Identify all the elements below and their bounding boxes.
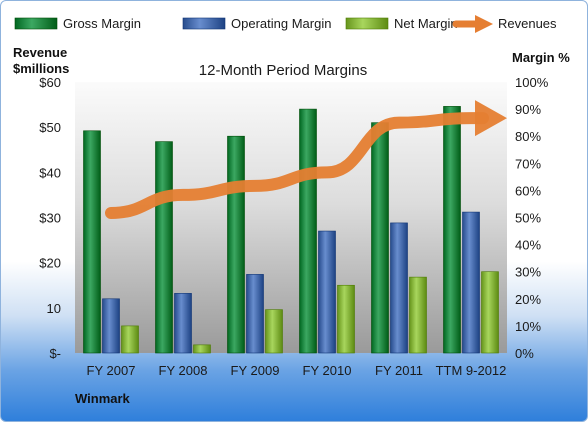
y-right-tick-label: 60% [515, 183, 541, 198]
plot-area [75, 82, 507, 353]
y-left-tick-label: $50 [39, 120, 61, 135]
y-right-tick-label: 80% [515, 129, 541, 144]
y-right-tick-label: 30% [515, 265, 541, 280]
y-left-tick-label: $20 [39, 256, 61, 271]
bar-gross-margin [299, 108, 317, 354]
bar-net-margin [193, 344, 211, 354]
revenues-arrowhead [475, 100, 507, 137]
legend-label: Revenues [498, 16, 557, 31]
bar-operating-margin [462, 211, 480, 354]
revenue-series [105, 100, 507, 219]
bar-gross-margin [371, 122, 389, 354]
bar-operating-margin [246, 274, 264, 354]
y-left-tick-label: $40 [39, 165, 61, 180]
bar-net-margin [265, 309, 283, 354]
legend-swatch [182, 17, 226, 30]
y-right-tick-label: 40% [515, 238, 541, 253]
y-right-tick-label: 20% [515, 292, 541, 307]
y-right-tick-label: 50% [515, 211, 541, 226]
revenues-line [105, 112, 489, 219]
y-right-tick-label: 90% [515, 102, 541, 117]
x-tick-label: FY 2008 [159, 363, 208, 378]
y-right-tick-label: 100% [515, 75, 549, 90]
y-left-tick-label: $30 [39, 211, 61, 226]
bar-operating-margin [174, 293, 192, 354]
y-left-tick-labels: $- 10 $20 $30 $40 $50 $60 [39, 75, 61, 361]
legend-label: Net Margin [394, 16, 458, 31]
bar-net-margin [337, 284, 355, 354]
y-left-tick-label: 10 [47, 301, 61, 316]
y-left-axis-label-line1: Revenue [13, 45, 67, 60]
x-tick-label: TTM 9-2012 [436, 363, 507, 378]
legend-label: Gross Margin [63, 16, 141, 31]
legend-label: Operating Margin [231, 16, 331, 31]
y-right-tick-label: 0% [515, 346, 534, 361]
bar-operating-margin [102, 298, 120, 354]
legend: Gross Margin Operating Margin Net Margin Re… [14, 15, 557, 33]
bar-gross-margin [83, 130, 101, 354]
bar-net-margin [121, 325, 139, 354]
x-tick-labels: FY 2007 FY 2008 FY 2009 FY 2010 FY 2011 TTM 9… [87, 363, 507, 378]
bar-gross-margin [227, 135, 245, 354]
y-right-tick-label: 70% [515, 156, 541, 171]
bar-net-margin [409, 276, 427, 354]
bar-gross-margin [155, 141, 173, 354]
bar-operating-margin [390, 222, 408, 354]
legend-swatch [345, 17, 389, 30]
y-left-tick-label: $- [49, 346, 61, 361]
x-tick-label: FY 2007 [87, 363, 136, 378]
company-label: Winmark [75, 391, 131, 406]
y-right-tick-labels: 0% 10% 20% 30% 40% 50% 60% 70% 80% 90% 100% [515, 75, 549, 361]
x-tick-label: FY 2010 [303, 363, 352, 378]
legend-swatch-arrowhead [475, 15, 493, 33]
x-tick-label: FY 2009 [231, 363, 280, 378]
bar-gross-margin [443, 106, 461, 354]
y-right-tick-label: 10% [515, 319, 541, 334]
bar-net-margin [481, 271, 499, 354]
y-right-axis-label: Margin % [512, 50, 570, 65]
y-left-axis-label-line2: $millions [13, 61, 69, 76]
y-left-tick-label: $60 [39, 75, 61, 90]
chart-title: 12-Month Period Margins [199, 62, 367, 79]
x-tick-label: FY 2011 [375, 363, 423, 378]
legend-swatch [14, 17, 58, 30]
bar-operating-margin [318, 230, 336, 354]
